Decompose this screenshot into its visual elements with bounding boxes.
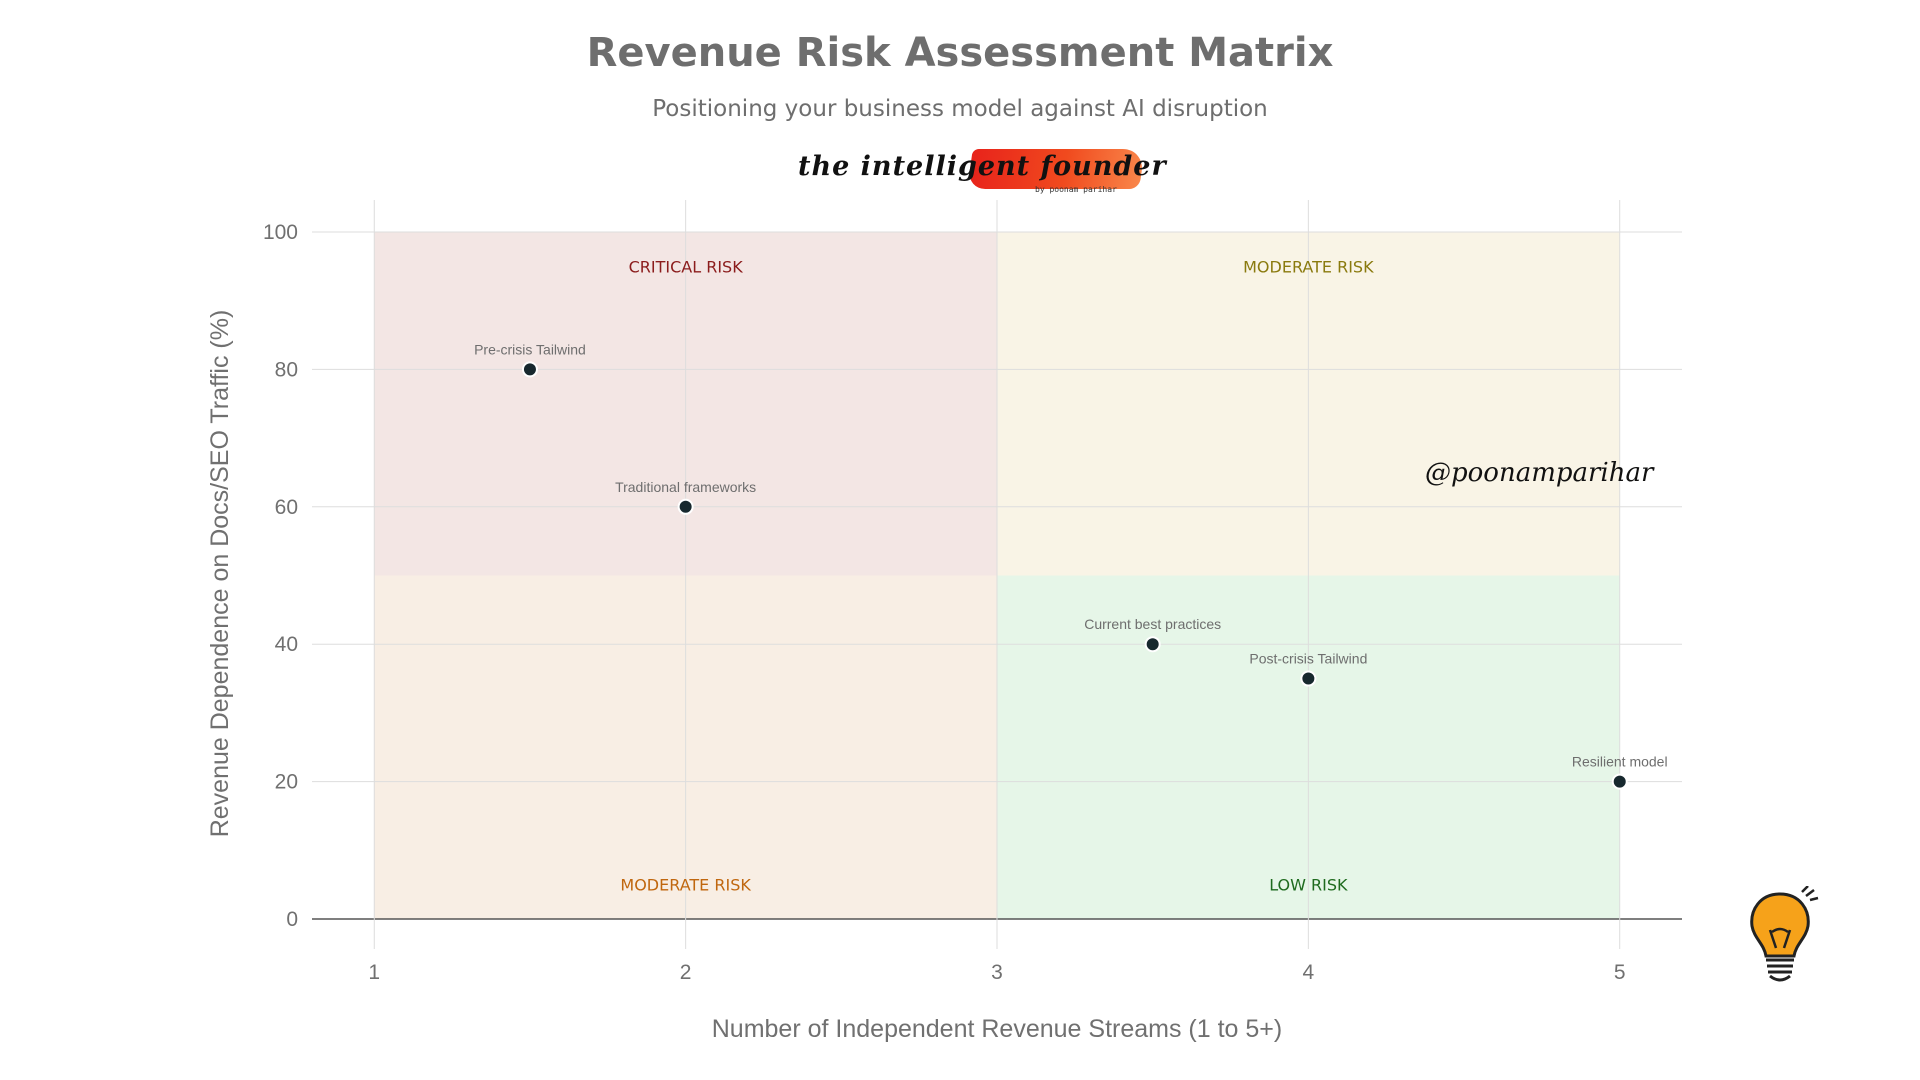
logo-subtext: by poonam parihar: [1035, 185, 1117, 194]
quadrant-label: MODERATE RISK: [1243, 257, 1374, 276]
x-tick-label: 1: [368, 961, 380, 984]
data-point-label: Post-crisis Tailwind: [1249, 651, 1367, 667]
y-tick-label: 60: [275, 496, 298, 519]
data-point: [1144, 636, 1161, 653]
x-tick-label: 4: [1303, 961, 1315, 984]
lightbulb-icon: [1750, 886, 1819, 982]
data-points: Pre-crisis Tailwind Traditional framework…: [474, 341, 1668, 790]
data-point: [521, 361, 538, 378]
data-point: [1611, 773, 1628, 790]
data-point-label: Current best practices: [1084, 616, 1221, 632]
y-axis-title: Revenue Dependence on Docs/SEO Traffic (…: [206, 310, 234, 838]
quadrant-label: MODERATE RISK: [620, 876, 751, 895]
data-point: [1300, 670, 1317, 687]
logo-text: the intelligent founder: [798, 151, 1167, 182]
data-point: [677, 498, 694, 515]
x-axis-title: Number of Independent Revenue Streams (1…: [712, 1015, 1282, 1043]
axes: 0 20 40 60 80 100 1 2 3 4 5 Number of Independent R…: [206, 221, 1626, 1043]
x-tick-label: 5: [1614, 961, 1626, 984]
quadrant-label: LOW RISK: [1269, 876, 1348, 895]
y-tick-label: 80: [275, 358, 298, 381]
quadrant-label: CRITICAL RISK: [629, 257, 744, 276]
data-point-label: Pre-crisis Tailwind: [474, 341, 586, 357]
brand-logo: the intelligent founder by poonam pariha…: [790, 145, 1166, 201]
data-point-label: Traditional frameworks: [615, 479, 756, 495]
y-tick-label: 100: [263, 221, 298, 244]
data-point-label: Resilient model: [1572, 754, 1668, 770]
chart-subtitle: Positioning your business model against …: [652, 96, 1268, 122]
x-tick-label: 3: [991, 961, 1003, 984]
chart-title: Revenue Risk Assessment Matrix: [586, 30, 1334, 76]
x-tick-label: 2: [680, 961, 692, 984]
author-watermark: @poonamparihar: [1425, 458, 1654, 488]
y-tick-label: 20: [275, 771, 298, 794]
y-tick-label: 0: [286, 908, 298, 931]
gridlines: CRITICAL RISK MODERATE RISK MODERATE RISK L…: [312, 200, 1682, 949]
y-tick-label: 40: [275, 633, 298, 656]
